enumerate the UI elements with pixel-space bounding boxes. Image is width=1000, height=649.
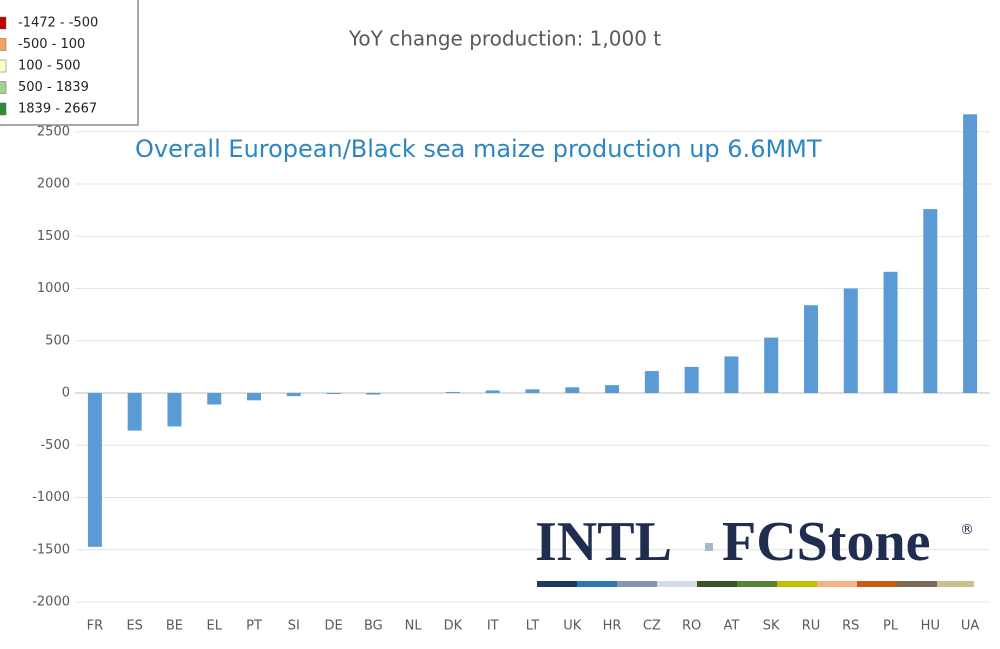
y-tick-label: 2000 [37, 177, 70, 192]
x-tick-label: DK [444, 619, 463, 634]
x-tick-label: PT [246, 619, 262, 634]
logo: INTL FCStone ® [535, 511, 974, 587]
logo-text: FCStone [722, 511, 930, 573]
bar [247, 393, 262, 401]
bar [963, 114, 978, 394]
x-tick-label: SI [288, 619, 300, 634]
x-tick-label: BE [166, 619, 183, 634]
logo-text: INTL [535, 511, 672, 573]
x-tick-label: SK [763, 619, 780, 634]
x-tick-label: HR [603, 619, 622, 634]
x-tick-label: UA [961, 619, 980, 634]
bar [764, 337, 779, 393]
bar [605, 385, 620, 393]
x-tick-label: NL [405, 619, 423, 634]
legend-label: 1839 - 2667 [18, 102, 97, 117]
legend-label: -1472 - -500 [18, 16, 98, 31]
x-tick-label: FR [87, 619, 104, 634]
bar [207, 393, 222, 405]
x-tick-label: DE [324, 619, 342, 634]
legend-swatch [0, 16, 7, 30]
bar [326, 393, 341, 395]
bar [923, 209, 938, 393]
legend-swatch [0, 59, 7, 73]
y-tick-label: 1000 [37, 281, 70, 296]
logo-mark: ® [960, 522, 974, 538]
bar [485, 390, 500, 393]
legend-label: -500 - 100 [18, 37, 85, 52]
y-tick-label: -1500 [32, 542, 70, 557]
bar [167, 393, 182, 427]
bar [286, 393, 301, 397]
legend-swatch [0, 38, 7, 51]
x-tick-label: HU [921, 619, 940, 634]
legend-box [0, 0, 139, 126]
legend: -1472 - -500 -500 - 100 100 - 500 500 - 183… [0, 0, 139, 126]
bar [684, 366, 699, 393]
x-tick-label: UK [563, 619, 582, 634]
x-tick-label: RS [842, 619, 859, 634]
y-tick-label: 1500 [37, 229, 70, 244]
legend-label: 500 - 1839 [18, 80, 89, 95]
bar [883, 271, 898, 393]
bar [87, 393, 102, 547]
bar [565, 387, 580, 393]
x-tick-label: BG [364, 619, 383, 634]
y-tick-label: -1000 [32, 490, 70, 505]
y-tick-label: -500 [40, 438, 70, 453]
bar [843, 288, 858, 393]
bar [366, 393, 381, 395]
x-tick-label: PL [883, 619, 899, 634]
bar [803, 305, 818, 393]
x-tick-label: EL [207, 619, 223, 634]
bar [644, 371, 659, 393]
x-tick-label: RO [682, 619, 701, 634]
y-tick-label: 500 [45, 333, 70, 348]
legend-swatch [0, 102, 7, 116]
y-tick-label: 0 [62, 386, 70, 401]
x-tick-label: RU [802, 619, 821, 634]
legend-swatch [0, 81, 7, 94]
y-tick-label: 2500 [37, 124, 70, 139]
x-tick-label: CZ [643, 619, 661, 634]
chart-title: YoY change production: 1,000 t [348, 27, 661, 51]
logo-strip [537, 581, 974, 587]
legend-label: 100 - 500 [18, 59, 81, 74]
logo-dot [705, 543, 713, 551]
bar [525, 389, 540, 393]
annotation: Overall European/Black sea maize product… [135, 135, 822, 163]
bar [724, 356, 739, 393]
x-tick-label: ES [126, 619, 142, 634]
x-tick-label: IT [487, 619, 499, 634]
bar [127, 393, 142, 431]
x-tick-label: LT [526, 619, 539, 634]
y-tick-label: -2000 [32, 595, 70, 610]
bar [445, 391, 460, 393]
x-tick-label: AT [723, 619, 739, 634]
